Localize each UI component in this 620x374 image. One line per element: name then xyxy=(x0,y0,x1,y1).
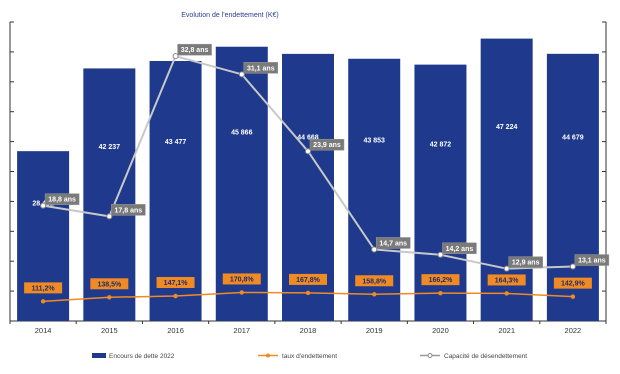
capacity-label-bg xyxy=(243,62,279,74)
capacity-value-label: 23,9 ans xyxy=(313,142,341,149)
capacity-point xyxy=(172,53,179,60)
capacity-label-bg xyxy=(44,193,80,205)
bar-value-label: 45 866 xyxy=(231,129,253,136)
rate-label-bg xyxy=(24,282,63,294)
bar xyxy=(480,38,533,322)
capacity-value-label: 12,9 ans xyxy=(512,260,540,267)
legend-swatch-debt xyxy=(92,353,106,358)
rate-point xyxy=(305,290,311,296)
capacity-series: 18,8 ans 17,8 ans 32,8 ans 31,1 ans 23,9 ans… xyxy=(40,43,610,272)
rate-value-label: 164,3% xyxy=(495,277,520,284)
rate-value-label: 170,8% xyxy=(230,276,255,283)
rate-point xyxy=(40,299,46,304)
rate-value-label: 167,8% xyxy=(296,277,321,284)
capacity-label-bg xyxy=(574,254,610,266)
x-tick-label: 2019 xyxy=(366,326,383,335)
capacity-value-label: 14,7 ans xyxy=(379,240,407,247)
legend-marker-capacity xyxy=(427,353,433,358)
capacity-label-box: 12,9 ans xyxy=(508,256,543,268)
legend-label-capacity: Capacité de désendettement xyxy=(444,353,527,360)
chart-title: Evolution de l'endettement (K€) xyxy=(181,12,278,19)
bar xyxy=(17,151,70,321)
rate-value-label: 147,1% xyxy=(164,280,189,287)
capacity-value-label: 32,8 ans xyxy=(181,47,209,54)
capacity-point xyxy=(238,71,245,78)
capacity-value-label: 13,1 ans xyxy=(578,258,606,265)
bar xyxy=(546,53,599,321)
bar-value-label: 43 477 xyxy=(165,139,187,146)
capacity-label-bg xyxy=(375,237,411,249)
bar-value-label: 43 853 xyxy=(364,138,386,145)
rate-label-bg xyxy=(289,273,327,285)
rate-value-label: 158,8% xyxy=(362,278,387,285)
capacity-label-box: 13,1 ans xyxy=(574,254,610,266)
rate-label-bg xyxy=(90,278,129,290)
legend-label-debt: Encours de dette 2022 xyxy=(109,353,175,360)
capacity-value-label: 14,2 ans xyxy=(446,246,474,253)
capacity-value-label: 31,1 ans xyxy=(247,65,275,72)
capacity-point xyxy=(503,265,510,272)
x-tick-label: 2015 xyxy=(101,326,118,335)
legend-marker-rate xyxy=(266,353,270,358)
bar-value-label: 44 668 xyxy=(297,134,319,141)
capacity-label-box: 14,7 ans xyxy=(375,237,411,249)
rate-point xyxy=(239,290,244,295)
capacity-label-bg xyxy=(111,204,146,216)
capacity-label-bg xyxy=(442,242,477,255)
capacity-value-label: 18,8 ans xyxy=(48,197,76,204)
rate-label-bg xyxy=(355,275,394,287)
x-tick-label: 2017 xyxy=(233,326,250,335)
bar-value-label: 42 237 xyxy=(99,144,121,151)
legend: Encours de dette 2022 taux d'endettement C… xyxy=(92,353,527,360)
capacity-point xyxy=(569,263,576,270)
rate-series: 111,2% 138,5% 147,1% 170,8% 167,8% 158,8% 166,… xyxy=(24,273,592,304)
x-tick-label: 2016 xyxy=(167,326,184,335)
bar-value-label: 47 224 xyxy=(496,124,518,131)
x-tick-label: 2018 xyxy=(300,326,317,335)
rate-point xyxy=(173,293,178,299)
capacity-label-box: 14,2 ans xyxy=(442,242,477,255)
capacity-label-bg xyxy=(309,138,345,151)
rate-label-bg xyxy=(487,274,526,286)
capacity-label-bg xyxy=(508,256,543,268)
rate-point xyxy=(504,291,509,296)
x-tick-labels: 2014 2015 2016 2017 2018 2019 2020 2021 2022 xyxy=(35,326,581,335)
capacity-label-box: 32,8 ans xyxy=(177,43,212,56)
bar-value-label: 42 872 xyxy=(430,142,452,149)
capacity-label-box: 23,9 ans xyxy=(309,138,345,151)
rate-point xyxy=(570,294,576,299)
rate-value-label: 166,2% xyxy=(429,277,454,284)
rate-label-bg xyxy=(222,273,261,285)
capacity-point xyxy=(371,246,378,253)
x-tick-label: 2021 xyxy=(498,326,515,335)
capacity-label-bg xyxy=(177,43,212,56)
capacity-value-label: 17,8 ans xyxy=(115,207,143,214)
capacity-label-box: 17,8 ans xyxy=(111,204,146,216)
rate-label-bg xyxy=(553,277,592,289)
capacity-point xyxy=(40,202,47,209)
capacity-point xyxy=(106,213,113,220)
rate-value-label: 138,5% xyxy=(97,281,122,288)
capacity-label-box: 31,1 ans xyxy=(243,62,279,74)
capacity-point xyxy=(305,148,311,155)
capacity-label-box: 18,8 ans xyxy=(44,193,80,205)
rate-label-bg xyxy=(156,277,195,289)
x-tick-label: 2020 xyxy=(432,326,449,335)
bar-value-label: 44 679 xyxy=(562,134,584,141)
rate-value-label: 111,2% xyxy=(32,285,56,292)
x-tick-label: 2014 xyxy=(35,326,52,335)
capacity-point xyxy=(437,251,444,258)
rate-point xyxy=(438,290,443,296)
x-tick-label: 2022 xyxy=(565,326,582,335)
rate-label-bg xyxy=(421,274,460,286)
rate-point xyxy=(372,292,377,297)
rate-value-label: 142,9% xyxy=(561,281,586,288)
legend-label-rate: taux d'endettement xyxy=(282,353,337,360)
rate-point xyxy=(107,295,112,300)
